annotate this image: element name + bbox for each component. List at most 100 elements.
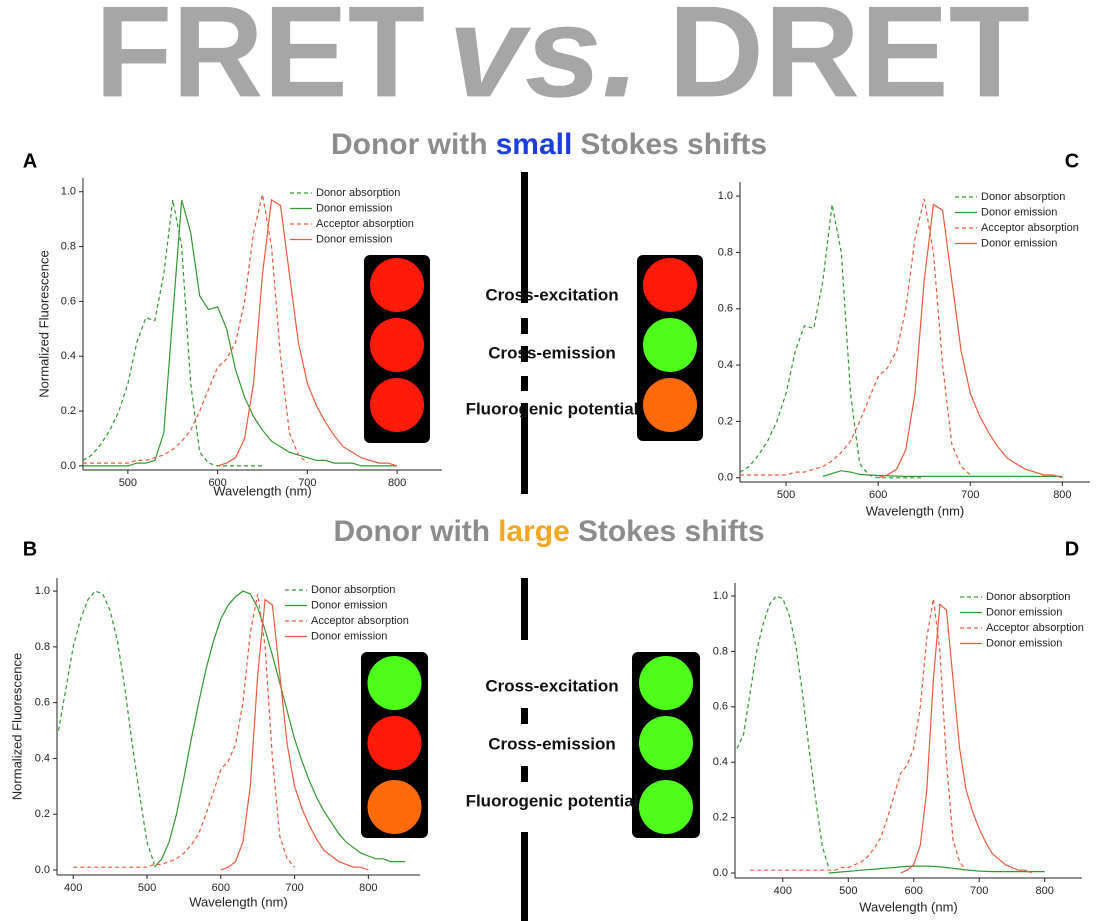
series-line bbox=[83, 194, 308, 464]
panel-letter: D bbox=[1065, 538, 1079, 560]
light bbox=[367, 716, 422, 770]
subtitle-highlight: large bbox=[498, 515, 570, 548]
y-tick-label: 1.0 bbox=[35, 585, 50, 597]
series-line bbox=[220, 598, 369, 871]
y-tick-label: 0.6 bbox=[713, 701, 728, 713]
legend-label: Donor emission bbox=[981, 237, 1057, 249]
x-tick-label: 600 bbox=[208, 477, 226, 489]
x-tick-label: 800 bbox=[1053, 489, 1071, 501]
y-tick-label: 0.0 bbox=[35, 864, 50, 876]
panel-letter: A bbox=[23, 150, 37, 172]
legend-label: Donor emission bbox=[316, 233, 392, 245]
light bbox=[370, 318, 424, 372]
subtitle-text: Donor with bbox=[331, 128, 488, 161]
section-subtitle: Donor with large Stokes shifts bbox=[333, 515, 764, 548]
x-tick-label: 600 bbox=[905, 885, 923, 897]
criterion-label: Cross-excitation bbox=[485, 676, 618, 695]
y-tick-label: 0.2 bbox=[713, 812, 728, 824]
y-tick-label: 0.8 bbox=[713, 645, 728, 657]
divider bbox=[521, 172, 528, 921]
y-tick-label: 0.6 bbox=[718, 303, 733, 315]
y-tick-label: 0.6 bbox=[35, 697, 50, 709]
x-axis-label: Wavelength (nm) bbox=[213, 483, 312, 498]
subtitle-highlight: small bbox=[496, 128, 573, 161]
light bbox=[643, 318, 697, 372]
legend-label: Donor emission bbox=[316, 202, 392, 214]
subtitle-text: Donor with bbox=[333, 515, 490, 548]
y-tick-label: 1.0 bbox=[713, 590, 728, 602]
series-line bbox=[217, 198, 398, 467]
x-tick-label: 600 bbox=[869, 489, 887, 501]
y-tick-label: 0.2 bbox=[61, 405, 76, 417]
light bbox=[639, 780, 693, 834]
light bbox=[370, 378, 424, 432]
x-tick-label: 400 bbox=[774, 885, 792, 897]
criterion-label: Fluorogenic potential bbox=[466, 399, 639, 418]
x-tick-label: 500 bbox=[777, 489, 795, 501]
x-tick-label: 700 bbox=[298, 477, 316, 489]
series-line bbox=[82, 199, 263, 467]
legend-label: Donor emission bbox=[311, 630, 387, 642]
criterion-label: Fluorogenic potential bbox=[466, 791, 639, 810]
legend-label: Donor absorption bbox=[986, 591, 1070, 603]
y-tick-label: 0.2 bbox=[718, 415, 733, 427]
x-tick-label: 800 bbox=[1036, 885, 1054, 897]
legend-label: Donor emission bbox=[986, 606, 1062, 618]
light bbox=[643, 258, 697, 312]
y-tick-label: 0.8 bbox=[718, 246, 733, 258]
light bbox=[367, 780, 422, 834]
light bbox=[643, 378, 697, 432]
criterion-label: Cross-excitation bbox=[485, 285, 618, 304]
series-line bbox=[822, 470, 1063, 477]
series-line bbox=[828, 865, 1045, 874]
series-line bbox=[73, 593, 296, 868]
y-tick-label: 0.4 bbox=[61, 350, 76, 362]
x-axis-label: Wavelength (nm) bbox=[866, 503, 965, 518]
title-left: FRET bbox=[95, 0, 425, 124]
x-tick-label: 800 bbox=[359, 882, 377, 894]
subtitle-text: Stokes shifts bbox=[580, 128, 767, 161]
y-tick-label: 0.4 bbox=[713, 756, 728, 768]
legend-label: Acceptor absorption bbox=[981, 222, 1079, 234]
x-tick-label: 700 bbox=[285, 882, 303, 894]
legend-label: Donor absorption bbox=[316, 187, 400, 199]
y-tick-label: 0.0 bbox=[61, 460, 76, 472]
legend-label: Donor emission bbox=[311, 599, 387, 611]
legend-label: Donor emission bbox=[986, 637, 1062, 649]
light bbox=[367, 656, 422, 710]
x-tick-label: 800 bbox=[388, 477, 406, 489]
y-tick-label: 0.0 bbox=[713, 867, 728, 879]
y-tick-label: 0.0 bbox=[718, 472, 733, 484]
series-line bbox=[900, 603, 1032, 874]
subtitle-text: Stokes shifts bbox=[578, 515, 765, 548]
legend-label: Acceptor absorption bbox=[986, 622, 1084, 634]
series-line bbox=[57, 590, 155, 865]
light bbox=[370, 258, 424, 312]
x-tick-label: 600 bbox=[212, 882, 230, 894]
x-tick-label: 500 bbox=[138, 882, 156, 894]
y-tick-label: 0.4 bbox=[35, 752, 50, 764]
title-middle: vs. bbox=[448, 0, 640, 124]
light bbox=[639, 656, 693, 710]
series-line bbox=[739, 204, 925, 479]
title-right: DRET bbox=[668, 0, 1030, 124]
y-axis-label: Normalized Fluorescence bbox=[9, 653, 24, 800]
panel-letter: B bbox=[23, 538, 37, 560]
legend-label: Acceptor absorption bbox=[311, 615, 409, 627]
x-tick-label: 500 bbox=[839, 885, 857, 897]
y-tick-label: 1.0 bbox=[718, 190, 733, 202]
criterion-label: Cross-emission bbox=[488, 734, 616, 753]
series-line bbox=[83, 199, 398, 467]
series-line bbox=[736, 595, 830, 868]
panel-letter: C bbox=[1065, 150, 1079, 172]
series-line bbox=[878, 203, 1063, 479]
x-tick-label: 400 bbox=[64, 882, 82, 894]
legend-label: Donor absorption bbox=[981, 191, 1065, 203]
legend-label: Donor emission bbox=[981, 206, 1057, 218]
x-tick-label: 700 bbox=[970, 885, 988, 897]
legend-label: Donor absorption bbox=[311, 584, 395, 596]
y-tick-label: 1.0 bbox=[61, 186, 76, 198]
x-tick-label: 700 bbox=[961, 489, 979, 501]
section-subtitle: Donor with small Stokes shifts bbox=[331, 128, 767, 161]
